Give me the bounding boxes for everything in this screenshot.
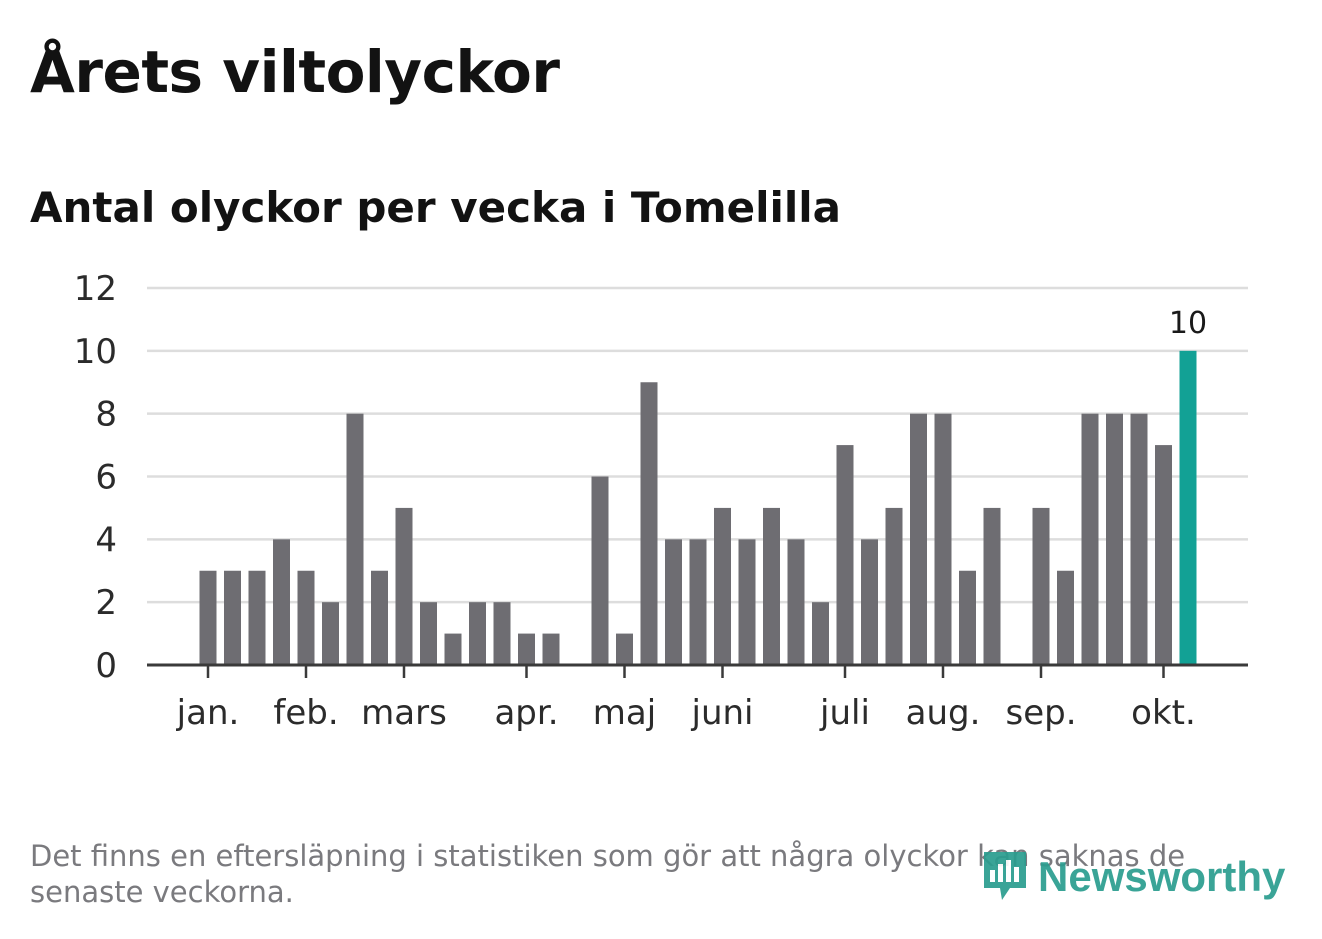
x-tick-label: maj	[593, 693, 656, 733]
bar	[248, 570, 266, 665]
y-tick-label: 2	[95, 583, 117, 623]
x-tick-label: aug.	[906, 693, 981, 733]
bar	[591, 476, 609, 665]
bar	[640, 382, 658, 665]
bar	[1081, 413, 1099, 665]
y-tick-label: 12	[74, 269, 117, 309]
bar	[763, 507, 780, 665]
y-tick-label: 0	[95, 646, 117, 686]
x-tick-label: juli	[819, 693, 870, 733]
bar	[469, 602, 486, 665]
x-tick-label: sep.	[1005, 693, 1076, 733]
x-tick-label: okt.	[1131, 693, 1196, 733]
bar	[665, 539, 682, 665]
x-tick-label: juni	[691, 693, 754, 733]
bar	[1032, 507, 1050, 665]
y-tick-label: 6	[95, 458, 117, 498]
bar	[199, 570, 217, 665]
bar	[689, 539, 707, 665]
y-tick-label: 10	[74, 332, 117, 372]
x-tick-label: feb.	[273, 693, 338, 733]
bar	[714, 507, 731, 665]
bar	[395, 507, 413, 665]
bar	[346, 413, 364, 665]
logo-text: Newsworthy	[1038, 853, 1286, 900]
bar	[518, 633, 535, 665]
bar	[273, 539, 290, 665]
bar	[297, 570, 315, 665]
bar	[444, 633, 462, 665]
bar	[224, 570, 241, 665]
y-tick-label: 4	[95, 520, 117, 560]
bar	[812, 602, 829, 665]
y-tick-label: 8	[95, 395, 117, 435]
data-label: 10	[1169, 306, 1207, 341]
newsworthy-logo: Newsworthy	[980, 848, 1285, 906]
bar	[861, 539, 878, 665]
bar	[1155, 445, 1172, 665]
bar-highlight	[1179, 350, 1197, 665]
bar	[1130, 413, 1148, 665]
bar	[542, 633, 560, 665]
bar	[493, 602, 511, 665]
bar	[959, 570, 976, 665]
bar	[371, 570, 388, 665]
bar	[787, 539, 805, 665]
bar	[934, 413, 952, 665]
newsworthy-icon	[984, 852, 1026, 900]
bar	[910, 413, 927, 665]
bar-chart: 0 2 4 6 8 10 12 10 jan. feb. mars apr. maj juni juli au…	[74, 269, 1248, 733]
bar	[1106, 413, 1123, 665]
x-tick-label: mars	[361, 693, 447, 733]
bar	[1057, 570, 1074, 665]
bar	[738, 539, 756, 665]
chart-subtitle: Antal olyckor per vecka i Tomelilla	[30, 183, 842, 232]
bar	[836, 445, 854, 665]
bar	[420, 602, 437, 665]
x-tick-label: jan.	[176, 693, 240, 733]
chart-title: Årets viltolyckor	[30, 38, 560, 106]
bar	[322, 602, 339, 665]
bar	[983, 507, 1001, 665]
bar	[885, 507, 903, 665]
x-tick-label: apr.	[494, 693, 558, 733]
bar	[616, 633, 633, 665]
